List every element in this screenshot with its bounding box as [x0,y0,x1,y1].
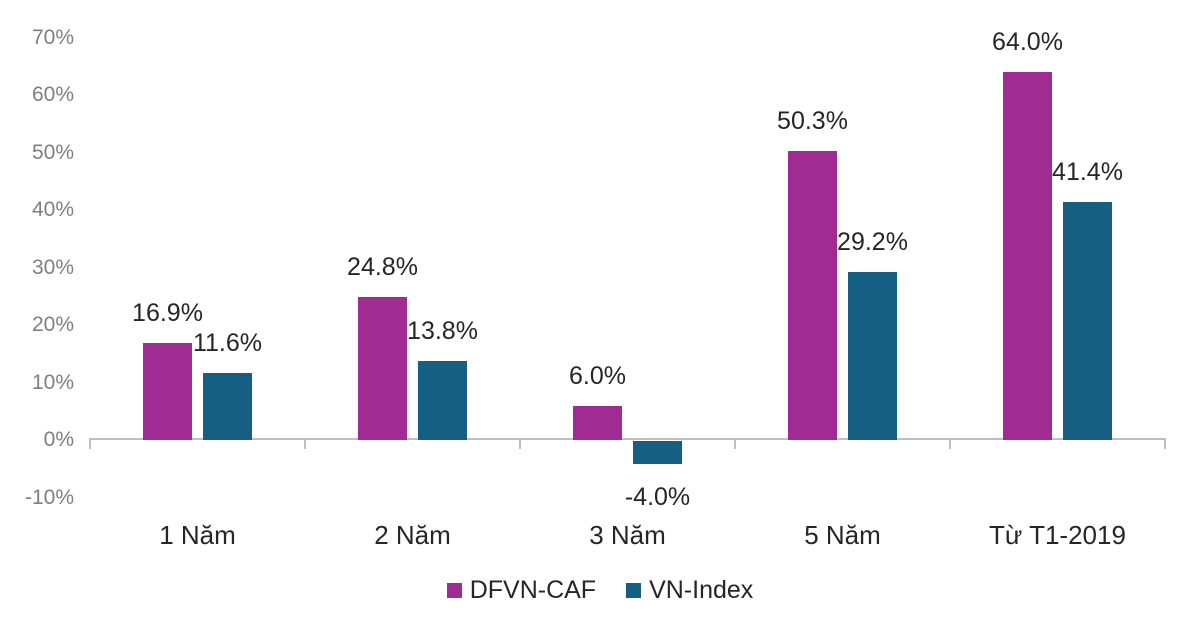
data-label: -4.0% [624,483,691,511]
y-axis-tick-label: 70% [31,25,74,49]
bar-vn-index [1063,201,1112,440]
data-label: 41.4% [1052,157,1123,186]
data-label: 16.9% [132,298,203,327]
x-axis-label: 2 Năm [374,520,451,550]
x-axis-label: 1 Năm [159,520,236,550]
legend-label: DFVN-CAF [469,576,597,604]
data-label: 64.0% [992,28,1063,56]
y-axis-tick-label: 50% [31,140,74,164]
data-label: 13.8% [407,316,478,345]
data-label: 24.8% [347,253,418,282]
legend-item-dfvn-caf: DFVN-CAF [446,575,597,605]
legend-swatch-dfvn-caf [446,582,462,598]
y-axis-tick-label: 20% [31,313,74,336]
legend: DFVN-CAF VN-Index [0,574,1200,606]
x-axis-label: Từ T1-2019 [989,520,1126,550]
y-axis-tick-label: 0% [43,428,74,451]
bar-dfvn-caf [788,150,837,440]
legend-swatch-vn-index [626,582,642,598]
legend-label: VN-Index [649,576,754,604]
axis-tick-mark [949,438,951,449]
x-axis-label: 5 Năm [804,520,881,550]
axis-tick-mark [734,438,736,449]
axis-tick-mark [304,438,306,449]
axis-tick-mark [1164,438,1166,449]
bar-vn-index [633,441,682,464]
bar-dfvn-caf [143,342,192,440]
x-axis-label: 3 Năm [589,520,666,550]
y-axis-tick-label: 30% [31,255,74,279]
data-label: 6.0% [569,361,626,390]
x-axis-line [90,438,1166,440]
axis-tick-mark [89,438,91,449]
data-label: 11.6% [192,329,263,358]
bar-dfvn-caf [358,297,407,440]
bar-vn-index [203,373,252,440]
y-axis-tick-label: -10% [24,485,74,509]
y-axis-tick-label: 40% [31,198,74,221]
y-axis-tick-label: 10% [31,370,74,394]
axis-tick-mark [519,438,521,449]
data-label: 29.2% [837,228,908,257]
bar-dfvn-caf [573,405,622,440]
bar-vn-index [848,272,897,440]
legend-item-vn-index: VN-Index [626,575,753,605]
bar-vn-index [418,360,467,440]
data-label: 50.3% [777,106,848,135]
bar-dfvn-caf [1003,72,1052,440]
y-axis-tick-label: 60% [31,83,74,106]
